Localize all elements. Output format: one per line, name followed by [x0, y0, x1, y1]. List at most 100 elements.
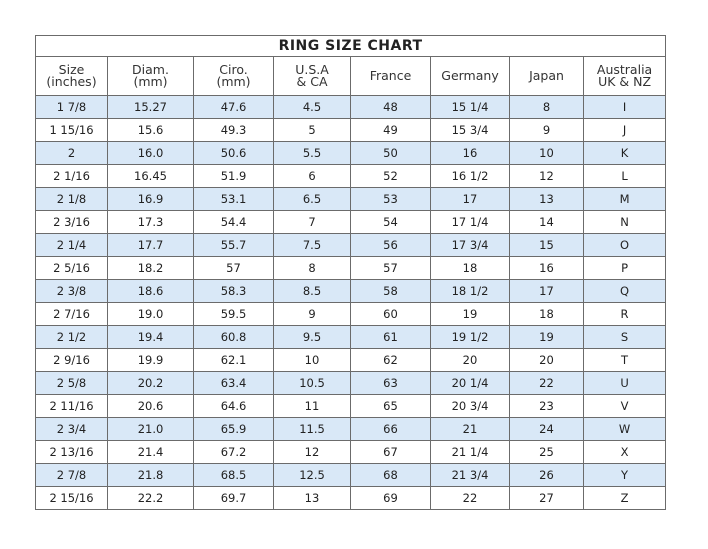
- table-cell: 57: [350, 256, 431, 280]
- table-cell: X: [582, 440, 667, 464]
- table-cell: 5.5: [273, 141, 351, 165]
- table-cell: 65: [350, 394, 431, 418]
- table-cell: 12: [273, 440, 351, 464]
- table-cell: 12.5: [273, 463, 351, 487]
- table-cell: J: [582, 118, 667, 142]
- table-cell: 1 7/8: [35, 95, 108, 119]
- table-cell: 9: [509, 118, 584, 142]
- table-cell: 21 1/4: [430, 440, 510, 464]
- table-cell: 64.6: [193, 394, 274, 418]
- table-cell: 14: [509, 210, 584, 234]
- table-cell: 21.4: [107, 440, 194, 464]
- table-cell: 67.2: [193, 440, 274, 464]
- table-cell: 21: [430, 417, 510, 441]
- table-cell: 62.1: [193, 348, 274, 372]
- table-cell: 2 3/4: [35, 417, 108, 441]
- header-row: Size (inches) Diam. (mm) Ciro. (mm) U.S.A & CA F…: [35, 56, 667, 96]
- table-cell: 57: [193, 256, 274, 280]
- table-cell: 19.4: [107, 325, 194, 349]
- table-cell: I: [582, 95, 667, 119]
- ring-size-table: RING SIZE CHART Size (inches) Diam. (mm) Cir…: [34, 35, 667, 510]
- table-cell: 1 15/16: [35, 118, 108, 142]
- column-header: France: [350, 56, 431, 96]
- table-cell: 18 1/2: [430, 279, 510, 303]
- table-cell: 19.0: [107, 302, 194, 326]
- table-cell: 19.9: [107, 348, 194, 372]
- table-cell: 55.7: [193, 233, 274, 257]
- table-cell: 6.5: [273, 187, 351, 211]
- header-line: Germany: [441, 68, 499, 83]
- table-cell: 21.0: [107, 417, 194, 441]
- table-cell: 20.6: [107, 394, 194, 418]
- table-row: 2 11/16 20.6 64.6 11 65 20 3/4 23 V: [35, 394, 667, 418]
- table-cell: 20: [430, 348, 510, 372]
- table-cell: 2 1/16: [35, 164, 108, 188]
- table-cell: 48: [350, 95, 431, 119]
- table-cell: 2 3/8: [35, 279, 108, 303]
- table-cell: L: [582, 164, 667, 188]
- header-line: Size: [58, 62, 85, 77]
- column-header: Australia UK & NZ: [582, 56, 667, 96]
- table-cell: 60.8: [193, 325, 274, 349]
- table-cell: S: [582, 325, 667, 349]
- table-cell: 69: [350, 486, 431, 510]
- table-row: 2 3/4 21.0 65.9 11.5 66 21 24 W: [35, 417, 667, 441]
- table-cell: 17 3/4: [430, 233, 510, 257]
- table-cell: 8: [273, 256, 351, 280]
- header-line: (inches): [46, 74, 97, 89]
- header-line: & CA: [296, 74, 328, 89]
- table-cell: 18.2: [107, 256, 194, 280]
- table-cell: 2 1/4: [35, 233, 108, 257]
- table-row: 2 3/16 17.3 54.4 7 54 17 1/4 14 N: [35, 210, 667, 234]
- table-cell: 49.3: [193, 118, 274, 142]
- header-line: U.S.A: [295, 62, 329, 77]
- table-cell: 53: [350, 187, 431, 211]
- table-cell: 65.9: [193, 417, 274, 441]
- table-cell: T: [582, 348, 667, 372]
- table-cell: 22: [430, 486, 510, 510]
- table-cell: 16: [430, 141, 510, 165]
- table-cell: 52: [350, 164, 431, 188]
- column-header: Size (inches): [35, 56, 108, 96]
- table-row: 2 3/8 18.6 58.3 8.5 58 18 1/2 17 Q: [35, 279, 667, 303]
- table-title: RING SIZE CHART: [34, 35, 667, 57]
- table-cell: 17: [509, 279, 584, 303]
- header-line: (mm): [216, 74, 251, 89]
- table-cell: 56: [350, 233, 431, 257]
- table-cell: 11.5: [273, 417, 351, 441]
- table-cell: 11: [273, 394, 351, 418]
- table-cell: 22.2: [107, 486, 194, 510]
- table-cell: 7.5: [273, 233, 351, 257]
- table-row: 2 1/4 17.7 55.7 7.5 56 17 3/4 15 O: [35, 233, 667, 257]
- table-cell: 17 1/4: [430, 210, 510, 234]
- table-row: 2 9/16 19.9 62.1 10 62 20 20 T: [35, 348, 667, 372]
- column-header: Germany: [430, 56, 510, 96]
- table-cell: 54.4: [193, 210, 274, 234]
- table-cell: 18: [509, 302, 584, 326]
- table-cell: 21.8: [107, 463, 194, 487]
- table-cell: V: [582, 394, 667, 418]
- table-cell: 2 11/16: [35, 394, 108, 418]
- table-cell: 68: [350, 463, 431, 487]
- table-cell: 2 13/16: [35, 440, 108, 464]
- table-cell: 2 7/8: [35, 463, 108, 487]
- table-cell: 16 1/2: [430, 164, 510, 188]
- table-row: 2 7/8 21.8 68.5 12.5 68 21 3/4 26 Y: [35, 463, 667, 487]
- column-header: U.S.A & CA: [273, 56, 351, 96]
- table-cell: 4.5: [273, 95, 351, 119]
- table-cell: 10: [509, 141, 584, 165]
- table-cell: 54: [350, 210, 431, 234]
- table-cell: 15.6: [107, 118, 194, 142]
- table-cell: 8: [509, 95, 584, 119]
- table-cell: 16.0: [107, 141, 194, 165]
- table-cell: 69.7: [193, 486, 274, 510]
- table-cell: 62: [350, 348, 431, 372]
- table-cell: 63.4: [193, 371, 274, 395]
- table-cell: 20.2: [107, 371, 194, 395]
- table-cell: 10.5: [273, 371, 351, 395]
- table-cell: 16.9: [107, 187, 194, 211]
- table-cell: 49: [350, 118, 431, 142]
- table-cell: 15: [509, 233, 584, 257]
- table-cell: 25: [509, 440, 584, 464]
- table-cell: 51.9: [193, 164, 274, 188]
